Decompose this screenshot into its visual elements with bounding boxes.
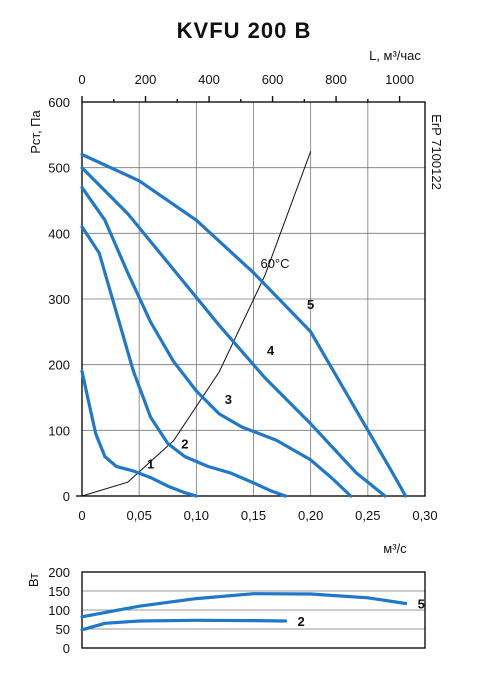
side-label: ErP 7100122 <box>429 114 444 190</box>
power-curve-label-5: 5 <box>418 597 425 612</box>
x-tick-label: 0,25 <box>355 508 380 523</box>
top-axis-tick-label: 200 <box>135 72 157 87</box>
power-y-tick-label: 100 <box>48 603 70 618</box>
power-y-tick-label: 150 <box>48 584 70 599</box>
curve-label-1: 1 <box>147 456 154 471</box>
top-axis-label: L, м³/час <box>369 48 421 63</box>
y-tick-label: 400 <box>48 226 70 241</box>
power-axis-label: Вт <box>26 573 41 587</box>
fan-curve-2 <box>80 225 288 498</box>
power-curve-2 <box>80 618 288 632</box>
curve-label-2: 2 <box>181 437 188 452</box>
x-tick-label: 0 <box>78 508 85 523</box>
curve-label-4: 4 <box>267 343 275 358</box>
y-tick-label: 500 <box>48 161 70 176</box>
fan-curve-3 <box>80 185 353 498</box>
y-tick-label: 200 <box>48 358 70 373</box>
x-tick-label: 0,20 <box>298 508 323 523</box>
top-axis-tick-label: 1000 <box>385 72 414 87</box>
power-y-tick-label: 0 <box>63 641 70 656</box>
top-axis-tick-label: 600 <box>262 72 284 87</box>
y-axis-label: Pст, Па <box>28 109 43 153</box>
power-plot-frame <box>81 571 426 649</box>
power-y-tick-label: 50 <box>56 622 70 637</box>
y-tick-label: 300 <box>48 292 70 307</box>
x-axis-label: м³/с <box>383 541 407 556</box>
plot-frame <box>81 101 426 497</box>
chart-title: KVFU 200 B <box>177 18 312 43</box>
top-axis-tick-label: 0 <box>78 72 85 87</box>
y-tick-label: 0 <box>63 489 70 504</box>
x-tick-label: 0,15 <box>241 508 266 523</box>
fan-curve-1 <box>80 369 198 498</box>
x-tick-label: 0,05 <box>127 508 152 523</box>
x-tick-label: 0,30 <box>412 508 437 523</box>
curve-label-5: 5 <box>307 297 314 312</box>
fan-curve-4 <box>80 166 387 498</box>
curve-label-3: 3 <box>225 392 232 407</box>
y-tick-label: 100 <box>48 423 70 438</box>
power-curve-5 <box>80 592 408 619</box>
system-resistance-curve <box>81 151 312 497</box>
power-y-tick-label: 200 <box>48 565 70 580</box>
top-axis-tick-label: 800 <box>325 72 347 87</box>
y-tick-label: 600 <box>48 95 70 110</box>
temperature-annotation: 60°C <box>260 256 289 271</box>
power-curve-label-2: 2 <box>298 614 305 629</box>
top-axis-tick-label: 400 <box>198 72 220 87</box>
x-tick-label: 0,10 <box>184 508 209 523</box>
fan-curve-5 <box>80 152 408 498</box>
